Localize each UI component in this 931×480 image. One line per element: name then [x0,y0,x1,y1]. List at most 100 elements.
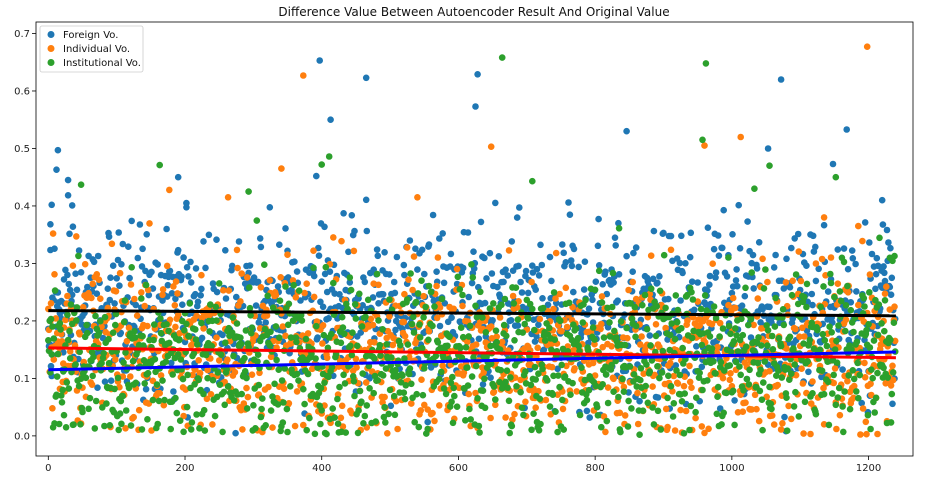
data-point [713,410,721,418]
data-point [119,240,127,248]
data-point [275,366,283,374]
data-point [371,339,378,346]
data-point [416,334,424,341]
data-point [504,384,512,392]
data-point [502,414,509,421]
data-point [710,303,718,310]
data-point [686,378,694,386]
data-point [845,372,852,379]
data-point [502,378,509,386]
data-point [782,279,790,286]
data-point [496,346,504,353]
data-point [847,299,855,306]
data-point [860,294,868,302]
data-point [192,290,199,298]
data-point [509,416,516,424]
data-point [716,333,723,340]
data-point [442,390,450,398]
data-point [116,269,124,277]
data-point [363,402,371,409]
data-point [732,277,740,284]
data-point [469,274,477,281]
data-point [710,358,717,365]
data-point [652,332,660,340]
data-point [839,366,846,373]
data-point-outlier [53,166,60,173]
data-point [436,402,443,409]
data-point [565,199,572,206]
data-point [671,427,679,434]
data-point [840,245,848,252]
data-point [317,420,324,428]
data-point [429,409,436,417]
data-point [191,381,198,388]
data-point [872,394,880,402]
data-point [462,417,469,424]
data-point [160,401,168,409]
data-point [692,414,699,422]
data-point [827,270,834,278]
y-tick-label: 0.4 [14,201,30,212]
data-point [453,265,461,273]
data-point [888,390,896,398]
data-point [836,288,844,295]
data-point [220,388,228,396]
data-point-outlier [498,54,506,61]
data-point [436,304,444,311]
data-point [647,252,655,259]
data-point [304,370,312,378]
data-point [304,330,312,337]
data-point [60,276,68,283]
data-point [667,246,675,254]
data-point [703,307,710,314]
data-point [219,331,226,339]
data-point [119,392,127,400]
data-point [492,199,499,207]
data-point [667,382,675,390]
data-point [337,339,345,347]
data-point-outlier [68,202,76,209]
data-point [668,320,675,327]
data-point [75,247,83,254]
data-point [821,337,829,344]
data-point [481,375,488,383]
data-point [873,254,881,262]
data-point [804,298,811,306]
legend-label-individual: Individual Vo. [63,44,130,55]
data-point [142,267,149,275]
data-point [585,347,592,354]
data-point [284,274,292,281]
data-point [514,316,522,323]
data-point [507,317,515,324]
data-point [667,331,674,339]
data-point [498,301,505,309]
data-point [69,223,77,230]
data-point [362,379,370,386]
data-point [206,328,213,335]
data-point-outlier [832,173,840,181]
data-point [276,334,283,342]
data-point [354,429,362,437]
data-point-outlier [487,143,495,150]
data-point [408,400,415,407]
data-point [136,221,144,228]
data-point [277,274,285,281]
data-point [738,302,746,310]
data-point [237,340,245,348]
data-point [500,278,507,286]
data-point [636,431,643,439]
data-point [869,374,876,382]
data-point [536,395,544,403]
data-point [847,306,855,314]
data-point-outlier [54,146,62,154]
data-point [595,262,603,269]
data-point [186,300,194,307]
data-point [397,379,405,386]
data-point [308,365,316,373]
data-point [289,317,297,325]
data-point [778,374,786,381]
data-point [79,408,86,416]
data-point [193,411,200,418]
data-point [665,295,672,303]
